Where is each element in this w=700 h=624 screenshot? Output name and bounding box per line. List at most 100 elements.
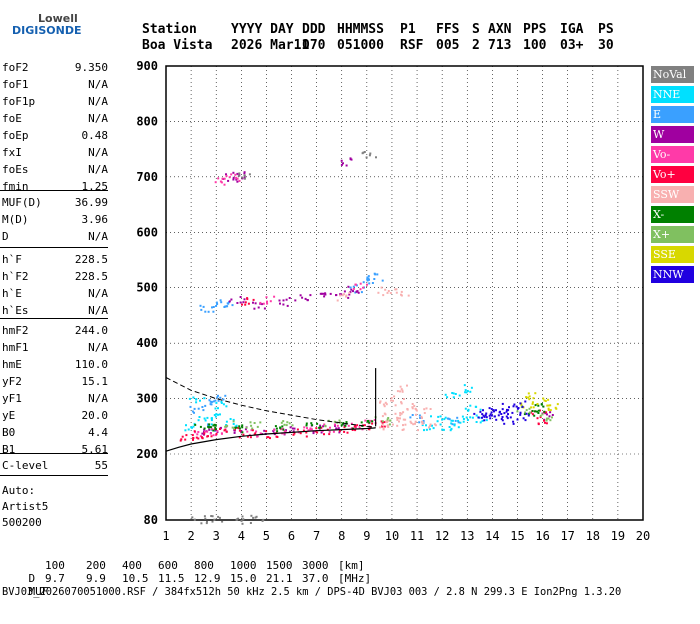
distance-label: D [28, 572, 36, 585]
echo-point [221, 520, 224, 523]
echo-point [454, 393, 457, 395]
echo-point [527, 414, 530, 417]
echo-point [422, 420, 425, 422]
echo-point [356, 424, 359, 427]
echo-point [381, 279, 384, 282]
echo-point [411, 407, 414, 410]
echo-point [212, 400, 215, 403]
echo-point [371, 282, 374, 284]
echo-point [503, 412, 506, 415]
echo-point [254, 302, 257, 305]
echo-point [201, 436, 203, 439]
echo-series-w [201, 157, 554, 436]
echo-point [291, 427, 294, 430]
param-label: fxI [2, 146, 22, 159]
param-value: 228.5 [74, 253, 108, 266]
echo-point [457, 426, 460, 429]
echo-point [395, 291, 398, 294]
echo-point [542, 405, 545, 408]
echo-point [400, 290, 403, 293]
echo-point [380, 420, 383, 423]
echo-point [414, 422, 416, 425]
header-value-10: 30 [598, 38, 614, 53]
echo-point [194, 423, 197, 426]
echo-point [190, 426, 193, 429]
echo-point [256, 435, 259, 438]
echo-series-noval [191, 151, 377, 525]
echo-point [402, 418, 405, 421]
echo-point [305, 431, 308, 434]
echo-point [483, 415, 486, 418]
echo-point [334, 424, 336, 427]
param-label: hmF1 [2, 341, 29, 354]
distance-value: 3000 [302, 559, 329, 572]
echo-point [532, 397, 535, 400]
echo-point [255, 515, 258, 518]
echo-point [196, 433, 199, 436]
echo-point [192, 437, 195, 439]
echo-point [276, 430, 279, 433]
echo-point [441, 418, 444, 421]
echo-point [420, 415, 423, 418]
distance-value: 200 [86, 559, 106, 572]
header-value-0: Boa Vista [142, 38, 213, 53]
echo-point [348, 293, 351, 296]
echo-point [191, 434, 194, 437]
echo-point [431, 424, 433, 427]
distance-value: 600 [158, 559, 178, 572]
echo-point [534, 410, 537, 413]
legend-w: W [651, 126, 694, 143]
echo-point [296, 428, 299, 431]
echo-point [341, 423, 344, 426]
logo-line2: DIGISONDE [12, 24, 82, 37]
echo-point [254, 432, 257, 435]
param-label: yF1 [2, 392, 22, 405]
echo-point [439, 423, 442, 426]
echo-point [208, 399, 211, 402]
echo-point [371, 422, 374, 425]
echo-point [519, 411, 522, 414]
echo-point [394, 288, 397, 291]
echo-point [392, 399, 394, 402]
param-label: fmin [2, 180, 29, 193]
echo-point [437, 415, 440, 418]
echo-point [382, 294, 385, 297]
echo-point [195, 398, 198, 401]
echo-point [262, 518, 265, 521]
echo-point [335, 294, 337, 297]
param-value: 1.25 [81, 180, 109, 193]
echo-point [373, 278, 376, 280]
echo-point [465, 416, 468, 419]
echo-point [252, 516, 255, 519]
header-value-1: 2026 Mar11 [231, 38, 310, 53]
echo-point [214, 181, 217, 184]
echo-point [249, 522, 252, 524]
echo-point [477, 416, 480, 419]
echo-point [396, 390, 399, 393]
echo-point [539, 409, 541, 412]
echo-point [198, 416, 201, 418]
echo-point [484, 414, 487, 417]
echo-point [328, 430, 331, 433]
echo-point [309, 294, 312, 297]
header-value-8: 100 [523, 38, 547, 53]
echo-point [469, 390, 472, 393]
param-md: M(D) 3.96 [2, 213, 108, 230]
echo-point [210, 403, 213, 406]
echo-point [415, 413, 417, 416]
x-tick-label: 4 [238, 529, 245, 543]
header-label-8: PPS [523, 22, 547, 37]
param-label: foF1 [2, 78, 29, 91]
autoscale-line1: Auto: [2, 484, 36, 497]
echo-point [512, 422, 515, 425]
echo-point [203, 417, 206, 420]
x-tick-label: 12 [435, 529, 449, 543]
echo-point [316, 422, 319, 425]
echo-point [206, 416, 209, 419]
echo-point [261, 303, 264, 306]
echo-point [450, 422, 453, 425]
echo-point [231, 304, 234, 307]
echo-point [471, 416, 474, 419]
echo-point [452, 396, 455, 399]
echo-point [495, 409, 497, 412]
